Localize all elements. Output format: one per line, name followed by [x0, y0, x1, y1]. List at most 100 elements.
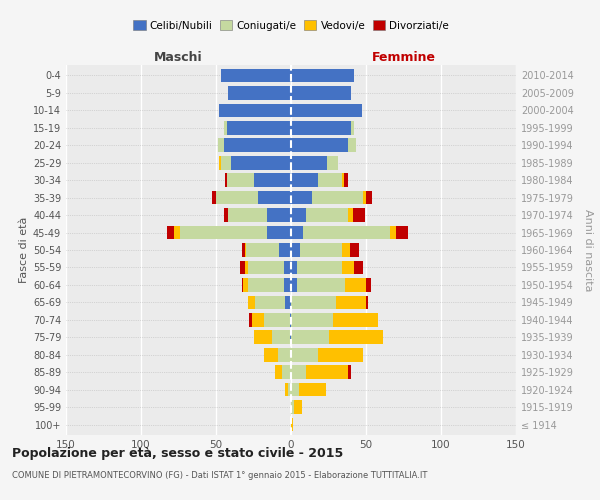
Bar: [267, 226, 291, 239]
Bar: [291, 296, 336, 309]
Bar: [240, 260, 245, 274]
Bar: [291, 86, 351, 100]
Bar: [249, 313, 252, 326]
Text: Popolazione per età, sesso e stato civile - 2015: Popolazione per età, sesso e stato civil…: [12, 448, 343, 460]
Bar: [291, 156, 327, 170]
Bar: [291, 104, 361, 117]
Bar: [342, 243, 349, 257]
Bar: [291, 313, 333, 326]
Bar: [348, 138, 355, 152]
Bar: [291, 260, 297, 274]
Bar: [264, 348, 277, 362]
Bar: [351, 121, 354, 134]
Bar: [225, 174, 227, 187]
Bar: [342, 174, 343, 187]
Bar: [254, 330, 271, 344]
Bar: [333, 313, 378, 326]
Bar: [223, 208, 228, 222]
Bar: [348, 208, 353, 222]
Bar: [216, 191, 258, 204]
Bar: [248, 296, 255, 309]
Bar: [252, 313, 264, 326]
Bar: [342, 260, 354, 274]
Bar: [291, 174, 318, 187]
Bar: [297, 260, 342, 274]
Bar: [212, 191, 216, 204]
Bar: [291, 348, 318, 362]
Bar: [285, 296, 291, 309]
Bar: [291, 278, 297, 291]
Bar: [291, 138, 348, 152]
Bar: [291, 121, 351, 134]
Bar: [291, 383, 299, 396]
Bar: [221, 156, 231, 170]
Bar: [180, 226, 267, 239]
Bar: [354, 260, 363, 274]
Text: Maschi: Maschi: [154, 51, 203, 64]
Bar: [318, 174, 342, 187]
Bar: [366, 278, 371, 291]
Y-axis label: Fasce di età: Fasce di età: [19, 217, 29, 283]
Bar: [290, 313, 291, 326]
Bar: [363, 191, 366, 204]
Bar: [290, 330, 291, 344]
Y-axis label: Anni di nascita: Anni di nascita: [583, 209, 593, 291]
Bar: [312, 191, 363, 204]
Bar: [243, 278, 248, 291]
Bar: [396, 226, 408, 239]
Bar: [349, 243, 359, 257]
Bar: [264, 313, 290, 326]
Bar: [291, 243, 300, 257]
Bar: [300, 243, 342, 257]
Bar: [218, 138, 223, 152]
Bar: [303, 226, 390, 239]
Bar: [248, 260, 284, 274]
Bar: [267, 208, 291, 222]
Bar: [275, 366, 282, 379]
Bar: [227, 121, 291, 134]
Bar: [318, 348, 363, 362]
Bar: [294, 400, 302, 414]
Bar: [348, 366, 351, 379]
Bar: [221, 68, 291, 82]
Bar: [291, 68, 354, 82]
Bar: [285, 383, 288, 396]
Bar: [223, 121, 227, 134]
Bar: [277, 348, 291, 362]
Bar: [223, 138, 291, 152]
Bar: [219, 104, 291, 117]
Bar: [284, 278, 291, 291]
Bar: [271, 330, 290, 344]
Bar: [219, 156, 221, 170]
Bar: [245, 260, 248, 274]
Bar: [291, 330, 329, 344]
Bar: [228, 86, 291, 100]
Bar: [254, 174, 291, 187]
Bar: [246, 243, 279, 257]
Bar: [279, 243, 291, 257]
Text: COMUNE DI PIETRAMONTECORVINO (FG) - Dati ISTAT 1° gennaio 2015 - Elaborazione TU: COMUNE DI PIETRAMONTECORVINO (FG) - Dati…: [12, 470, 427, 480]
Bar: [167, 226, 174, 239]
Bar: [174, 226, 180, 239]
Bar: [291, 418, 293, 432]
Bar: [366, 191, 372, 204]
Bar: [306, 366, 348, 379]
Bar: [241, 243, 245, 257]
Bar: [241, 278, 243, 291]
Bar: [291, 366, 306, 379]
Bar: [284, 260, 291, 274]
Bar: [306, 208, 348, 222]
Bar: [248, 278, 284, 291]
Bar: [343, 174, 348, 187]
Bar: [258, 191, 291, 204]
Bar: [329, 330, 383, 344]
Legend: Celibi/Nubili, Coniugati/e, Vedovi/e, Divorziati/e: Celibi/Nubili, Coniugati/e, Vedovi/e, Di…: [131, 18, 451, 33]
Bar: [345, 278, 366, 291]
Bar: [282, 366, 291, 379]
Bar: [327, 156, 337, 170]
Bar: [255, 296, 285, 309]
Bar: [291, 400, 294, 414]
Text: Femmine: Femmine: [371, 51, 436, 64]
Bar: [228, 208, 267, 222]
Bar: [231, 156, 291, 170]
